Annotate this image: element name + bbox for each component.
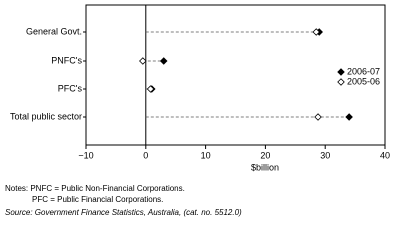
note: Notes: PNFC = Public Non-Financial Corpo… [5, 184, 185, 193]
note: PFC = Public Financial Corporations. [32, 195, 163, 204]
y-tick-label: PFC's [58, 83, 83, 93]
x-tick-label: −10 [78, 150, 93, 160]
y-tick-label: PNFC's [51, 55, 82, 65]
dot-marker [146, 85, 155, 93]
legend-label: 2006-07 [347, 66, 380, 76]
dot-marker [139, 57, 147, 65]
dot-marker [314, 113, 322, 121]
plot-frame [85, 4, 386, 146]
y-tick-label: General Govt. [26, 26, 82, 36]
x-tick-label: 0 [143, 150, 148, 160]
x-tick-label: 10 [201, 150, 211, 160]
dot-marker [312, 28, 320, 36]
dot-marker [345, 113, 353, 121]
chart: $billion Notes: PNFC = Public Non-Financ… [5, 4, 390, 217]
source: Source: Government Finance Statistics, A… [5, 208, 242, 217]
x-tick-label: 20 [260, 150, 270, 160]
legend-label: 2005-06 [347, 76, 380, 86]
legend-marker [337, 68, 345, 76]
y-tick-label: Total public sector [10, 111, 82, 121]
x-tick-label: 30 [320, 150, 330, 160]
x-tick-label: 40 [380, 150, 390, 160]
legend-marker [337, 78, 345, 86]
dot-marker [159, 57, 168, 65]
x-axis-label: $billion [251, 162, 279, 172]
